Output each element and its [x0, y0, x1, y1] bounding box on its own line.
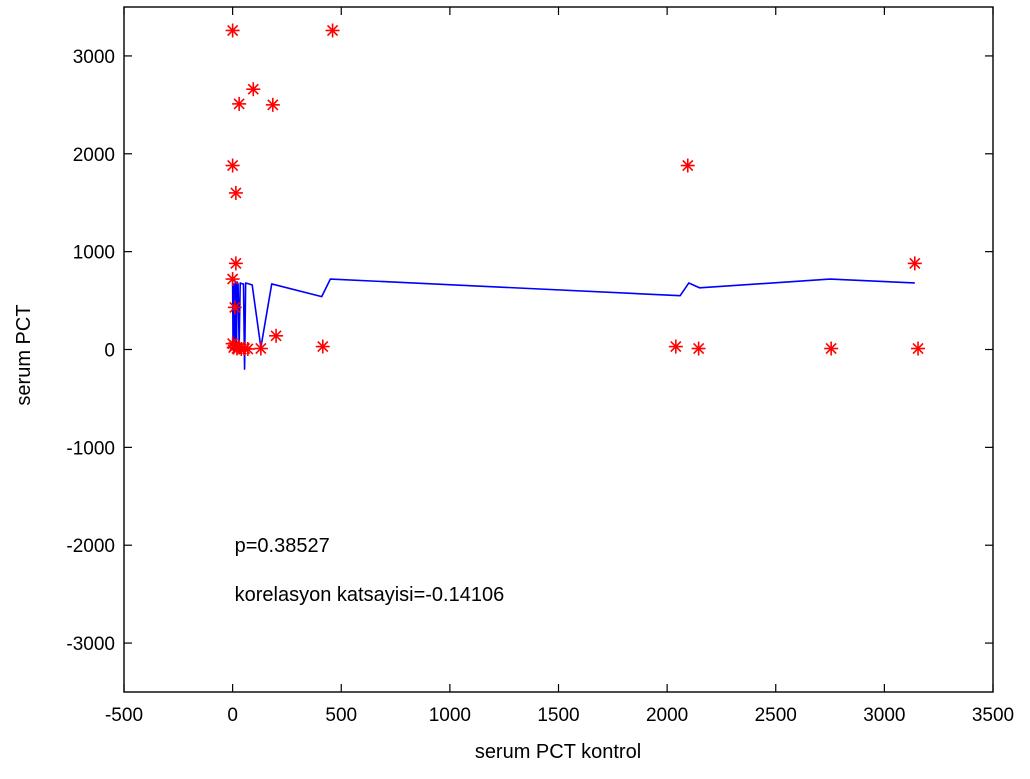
fit-line-layer [231, 278, 915, 370]
asterisk-stroke [670, 340, 682, 353]
p-value-annotation: p=0.38527 [235, 535, 330, 557]
data-point [232, 96, 247, 111]
data-point [253, 341, 268, 356]
data-point [240, 342, 255, 357]
data-point [911, 341, 926, 356]
data-point [824, 341, 839, 356]
x-tick-label: 1000 [429, 705, 471, 726]
asterisk-stroke [693, 342, 705, 355]
x-tick-label: 0 [227, 705, 238, 726]
data-point [315, 339, 330, 354]
asterisk-stroke [317, 340, 329, 353]
asterisk-stroke [326, 24, 339, 37]
asterisk-stroke [242, 343, 254, 355]
asterisk-stroke [270, 330, 282, 342]
asterisk-stroke [247, 83, 259, 95]
y-tick-label: -1000 [66, 438, 115, 459]
x-tick-label: 3500 [972, 705, 1014, 726]
tick-labels: -500 0 500 1000 1500 2000 2500 3000 3500 -3000 -20… [66, 47, 1014, 726]
data-point [228, 256, 243, 271]
asterisk-stroke [233, 98, 245, 110]
asterisk-stroke [230, 187, 242, 199]
data-point [269, 328, 284, 343]
x-tick-label: 2500 [755, 705, 797, 726]
data-point [225, 23, 240, 38]
x-tick-label: 2000 [646, 705, 688, 726]
asterisk-stroke [912, 342, 924, 355]
y-tick-label: 0 [104, 341, 115, 362]
data-point [246, 82, 261, 97]
x-tick-label: 500 [325, 705, 357, 726]
asterisk-stroke [825, 342, 837, 355]
data-point [227, 300, 242, 315]
asterisk-stroke [227, 159, 239, 172]
data-point [691, 341, 706, 356]
data-point [228, 185, 243, 200]
axes [123, 6, 994, 693]
annotations: p=0.38527 korelasyon katsayisi=-0.14106 [235, 535, 505, 606]
data-point [325, 23, 340, 38]
data-point [225, 272, 240, 287]
data-point [680, 158, 695, 173]
asterisk-stroke [909, 257, 921, 269]
x-tick-label: 1500 [537, 705, 579, 726]
data-point [225, 158, 240, 173]
y-tick-label: 3000 [73, 47, 115, 68]
asterisk-stroke [227, 273, 239, 285]
y-tick-label: 2000 [73, 145, 115, 166]
asterisk-stroke [255, 342, 267, 355]
x-tick-label: -500 [105, 705, 143, 726]
y-tick-label: -2000 [66, 536, 115, 557]
asterisk-stroke [230, 257, 242, 269]
x-tick-label: 3000 [863, 705, 905, 726]
asterisk-stroke [267, 99, 279, 111]
fit-line [231, 278, 915, 370]
data-point [668, 339, 683, 354]
correlation-annotation: korelasyon katsayisi=-0.14106 [235, 584, 505, 606]
asterisk-stroke [227, 24, 239, 37]
asterisk-stroke [229, 301, 241, 314]
y-tick-label: 1000 [73, 243, 115, 264]
data-points-layer [225, 23, 926, 357]
y-axis-label: serum PCT [13, 304, 35, 405]
x-axis-label: serum PCT kontrol [475, 741, 641, 763]
asterisk-stroke [682, 159, 694, 172]
y-tick-label: -3000 [66, 634, 115, 655]
data-point [265, 97, 280, 112]
data-point [907, 256, 922, 271]
